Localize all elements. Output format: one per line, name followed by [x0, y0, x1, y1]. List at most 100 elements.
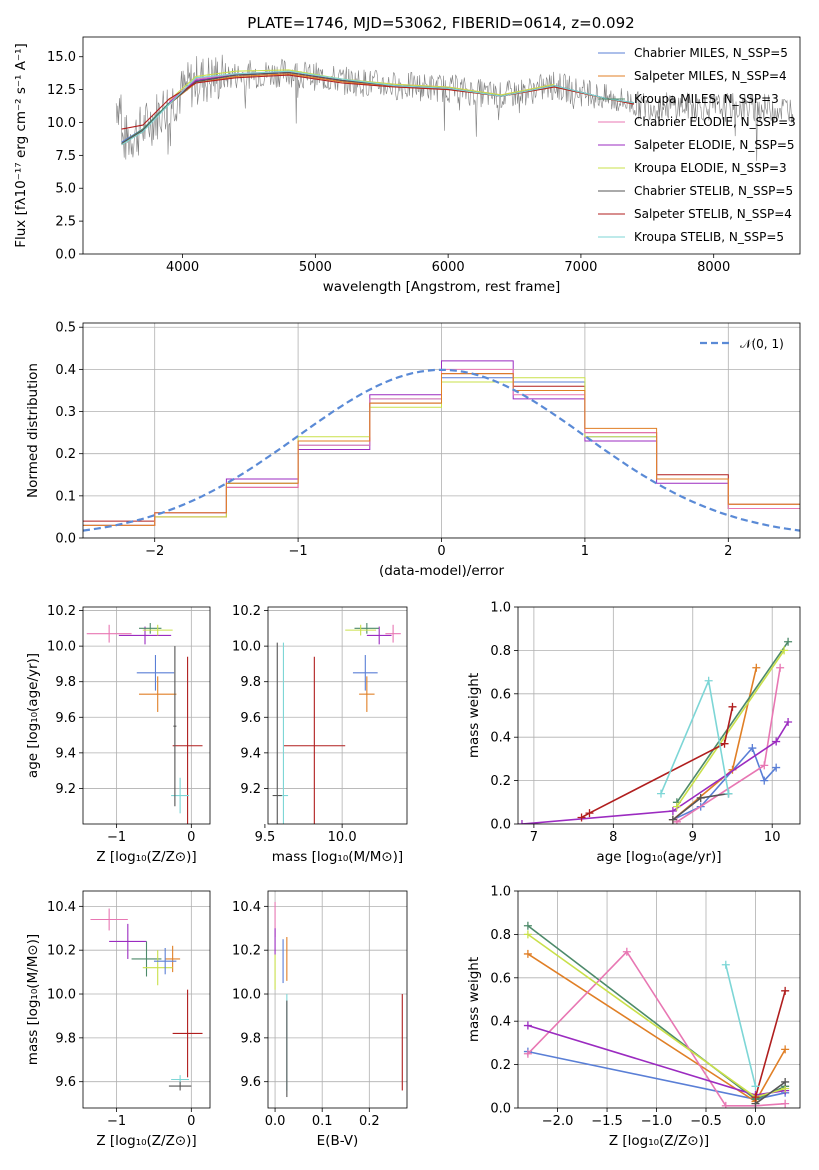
- y-tick-label: 0.0: [490, 1102, 511, 1117]
- weight-marker: [784, 637, 793, 646]
- weight-marker: [523, 949, 532, 958]
- y-tick-label: 0.4: [490, 731, 511, 746]
- axes-frame: [267, 890, 408, 1109]
- axes-frame: [82, 890, 211, 1109]
- x-axis-label: mass [log₁₀(M/M⊙)]: [272, 849, 403, 865]
- axes-frame: [517, 606, 801, 825]
- weight-marker: [518, 820, 526, 824]
- gaussian-line: [83, 368, 800, 532]
- y-tick-label: 9.8: [55, 675, 76, 690]
- weight-marker: [781, 1045, 790, 1054]
- y-tick-label: 10.0: [232, 988, 261, 1003]
- axes-frame: [82, 606, 211, 825]
- y-tick-label: 9.6: [240, 1075, 261, 1090]
- x-tick-label: 0: [187, 1114, 195, 1129]
- x-tick-label: 0.1: [312, 1114, 333, 1129]
- y-tick-label: 10.4: [47, 900, 76, 915]
- y-tick-label: 0.0: [490, 818, 511, 833]
- y-tick-label: 12.5: [47, 83, 76, 98]
- x-axis-label: Z [log₁₀(Z/Z⊙)]: [96, 849, 196, 865]
- y-tick-label: 10.4: [232, 900, 261, 915]
- panel-residual-histogram: −2 −1 0 1 2 0.0 0.1 0.2 0.3 0.4 0.5 (data-model)/er…: [25, 321, 801, 579]
- y-tick-label: 10.0: [47, 116, 76, 131]
- weight-line: [755, 1081, 786, 1105]
- weight-marker: [772, 763, 781, 772]
- panel-age-vs-Z: −1 0 9.2 9.4 9.6 9.8 10.0 10.2 Z [log₁₀(Z/Z⊙)] ag…: [25, 604, 211, 865]
- y-tick-label: 0.1: [55, 489, 76, 504]
- weight-marker: [781, 986, 790, 995]
- weight-marker: [523, 1021, 532, 1030]
- x-tick-label: 2: [724, 544, 732, 559]
- y-tick-label: 0.4: [55, 363, 76, 378]
- x-tick-label: 8000: [697, 260, 730, 275]
- y-tick-label: 0.8: [490, 928, 511, 943]
- y-tick-label: 0.2: [55, 447, 76, 462]
- x-tick-label: 9.5: [255, 830, 276, 845]
- x-tick-label: 8: [609, 830, 617, 845]
- weight-marker: [748, 744, 757, 753]
- legend-label: Chabrier MILES, N_SSP=5: [634, 46, 788, 60]
- x-tick-label: −2.0: [542, 1114, 574, 1129]
- y-tick-label: 2.5: [55, 215, 76, 230]
- y-tick-label: 9.8: [240, 675, 261, 690]
- panel-spectrum: 4000 5000 6000 7000 8000 0.0 2.5 5.0 7.5 10.0 12.5…: [13, 36, 801, 295]
- weight-marker: [721, 960, 730, 969]
- plot-area: [83, 891, 210, 1108]
- y-axis-label: Flux [fλ10⁻¹⁷ erg cm⁻² s⁻¹ A⁻¹]: [13, 43, 29, 248]
- weight-marker: [784, 718, 793, 727]
- weight-line: [672, 746, 777, 821]
- plot-area: [518, 891, 800, 1108]
- y-tick-label: 0.3: [55, 405, 76, 420]
- y-tick-label: 9.4: [55, 746, 76, 761]
- y-tick-label: 0.2: [490, 774, 511, 789]
- x-axis-label: (data-model)/error: [379, 563, 505, 579]
- x-tick-label: 7000: [564, 260, 597, 275]
- y-tick-label: 0.4: [490, 1015, 511, 1030]
- y-tick-label: 9.8: [240, 1031, 261, 1046]
- y-axis-label: Normed distribution: [25, 363, 41, 498]
- x-axis-label: Z [log₁₀(Z/Z⊙)]: [609, 1133, 709, 1149]
- x-tick-label: −1.5: [591, 1114, 623, 1129]
- weight-marker: [721, 1101, 730, 1108]
- legend-label: Salpeter STELIB, N_SSP=4: [634, 207, 792, 221]
- weight-marker: [760, 776, 769, 785]
- x-tick-label: 0: [437, 544, 445, 559]
- weight-marker: [760, 761, 769, 770]
- weight-marker: [781, 1099, 790, 1108]
- x-tick-label: 0: [187, 830, 195, 845]
- model-line: [121, 74, 635, 130]
- x-tick-label: 4000: [166, 260, 199, 275]
- x-tick-label: 1: [581, 544, 589, 559]
- y-tick-label: 7.5: [55, 149, 76, 164]
- weight-line: [754, 990, 786, 1098]
- weight-marker: [724, 789, 733, 798]
- plot-area: [83, 323, 800, 538]
- weight-marker: [752, 663, 761, 672]
- plot-area: [268, 891, 407, 1108]
- legend-label: Chabrier STELIB, N_SSP=5: [634, 184, 793, 198]
- legend-label: 𝒩(0, 1): [740, 337, 784, 351]
- figure-title: PLATE=1746, MJD=53062, FIBERID=0614, z=0…: [247, 14, 634, 32]
- panel-mass-vs-ebv: 0.0 0.1 0.2 9.6 9.8 10.0 10.2 10.4 E(B-V): [232, 890, 408, 1149]
- weight-line: [521, 721, 789, 824]
- legend-label: Chabrier ELODIE, N_SSP=3: [634, 115, 796, 129]
- legend-label: Salpeter ELODIE, N_SSP=5: [634, 138, 795, 152]
- weight-marker: [672, 802, 681, 811]
- x-tick-label: 10: [764, 830, 781, 845]
- weight-marker: [668, 806, 677, 815]
- weight-marker: [622, 947, 631, 956]
- weight-marker: [772, 737, 781, 746]
- panel-mass-weight-vs-Z: −2.0 −1.5 −1.0 −0.5 0.0 0.0 0.2 0.4 0.6 0.8 1.0 Z […: [466, 885, 801, 1149]
- weight-marker: [577, 813, 586, 822]
- panel-mass-weight-vs-age: 7 8 9 10 0.0 0.2 0.4 0.6 0.8 1.0 age [log₁₀(age/yr…: [466, 601, 801, 865]
- weight-marker: [728, 702, 737, 711]
- y-tick-label: 15.0: [47, 50, 76, 65]
- y-tick-label: 10.2: [232, 604, 261, 619]
- histogram-line: [83, 373, 800, 526]
- x-tick-label: −2: [145, 544, 164, 559]
- y-tick-label: 9.6: [55, 711, 76, 726]
- y-tick-label: 9.2: [240, 782, 261, 797]
- y-axis-label: age [log₁₀(age/yr)]: [25, 653, 41, 778]
- x-tick-label: −1: [107, 830, 126, 845]
